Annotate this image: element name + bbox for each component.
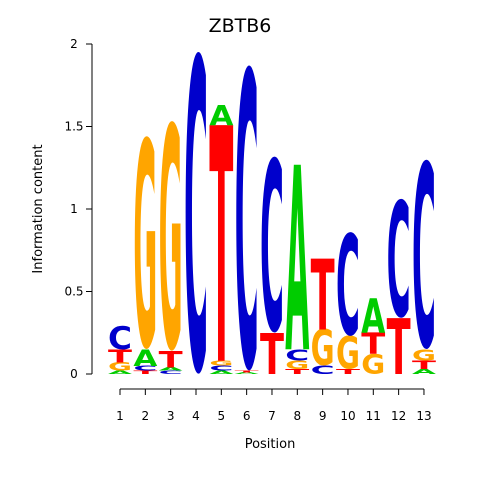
letter-A: A — [159, 367, 184, 372]
x-tick-label: 5 — [217, 409, 225, 423]
letter-C: C — [260, 115, 284, 385]
letter-stack: GTA — [361, 290, 385, 380]
y-tick-label: 1 — [70, 202, 78, 216]
letter-T: T — [235, 370, 259, 373]
letter-T: T — [387, 305, 411, 394]
letter-G: G — [108, 361, 132, 374]
letter-A: A — [285, 115, 309, 410]
x-tick-label: 9 — [319, 409, 327, 423]
letter-G: G — [159, 65, 183, 418]
x-tick-label: 3 — [167, 409, 175, 423]
letter-G: G — [285, 359, 309, 372]
letter-A: A — [209, 100, 233, 132]
letter-C: C — [285, 347, 309, 365]
letter-A: A — [235, 372, 259, 375]
letter-C: C — [159, 370, 183, 375]
x-tick-label: 6 — [243, 409, 251, 423]
letter-C: C — [184, 0, 208, 469]
x-tick-label: 11 — [366, 409, 381, 423]
y-axis: 0 0.5 1 1.5 2 — [64, 37, 93, 381]
letter-T: T — [361, 327, 385, 361]
letter-T: T — [133, 370, 157, 375]
letter-C: C — [412, 114, 436, 406]
x-tick-label: 8 — [293, 409, 301, 423]
letter-C: C — [209, 364, 233, 372]
y-axis-label: Information content — [31, 144, 46, 273]
letter-A: A — [209, 370, 234, 375]
x-tick-label: 13 — [416, 409, 431, 423]
letter-G: G — [133, 85, 157, 413]
y-tick-label: 0.5 — [64, 285, 83, 299]
letter-G: G — [412, 346, 436, 365]
x-axis: 1 2 3 4 5 6 7 8 9 10 11 12 13 — [116, 388, 432, 423]
letter-stack: TGC — [336, 206, 361, 379]
x-tick-label: 12 — [391, 409, 406, 423]
x-tick-label: 2 — [142, 409, 150, 423]
letter-G: G — [209, 359, 233, 367]
letter-T: T — [108, 346, 132, 367]
letter-T: T — [311, 240, 335, 353]
letter-G: G — [361, 349, 385, 380]
letter-C: C — [133, 364, 157, 372]
letter-stack: TC — [387, 170, 411, 393]
letter-T: T — [209, 63, 233, 438]
letter-T: T — [412, 359, 436, 372]
letter-stack: CGT — [311, 240, 335, 377]
letter-C: C — [336, 206, 360, 367]
letter-T: T — [336, 368, 361, 376]
letter-T: T — [285, 368, 310, 376]
letter-T: T — [260, 322, 284, 388]
letter-stack: TC — [260, 115, 284, 388]
x-tick-label: 7 — [268, 409, 276, 423]
x-tick-label: 10 — [340, 409, 355, 423]
y-tick-label: 0 — [70, 367, 78, 381]
y-tick-label: 1.5 — [64, 120, 83, 134]
letter-C: C — [108, 320, 132, 357]
y-axis-ticks: 0 0.5 1 1.5 2 — [64, 37, 92, 381]
letter-C: C — [235, 0, 259, 461]
chart-title: ZBTB6 — [209, 15, 272, 37]
letter-T: T — [159, 347, 183, 373]
letter-A: A — [361, 290, 385, 344]
x-axis-ticks: 1 2 3 4 5 6 7 8 9 10 11 12 13 — [116, 389, 432, 423]
letter-C: C — [311, 363, 335, 376]
letter-G: G — [311, 321, 335, 377]
x-tick-label: 1 — [116, 409, 124, 423]
letter-stack: ATC — [235, 0, 259, 461]
letter-A: A — [133, 346, 157, 372]
letter-A: A — [108, 370, 133, 375]
x-tick-label: 4 — [192, 409, 200, 423]
letter-G: G — [336, 327, 360, 379]
letter-A: A — [412, 368, 437, 376]
letter-C: C — [387, 170, 411, 353]
letter-stack: C — [184, 0, 208, 469]
y-tick-label: 2 — [70, 37, 78, 51]
x-axis-label: Position — [245, 437, 296, 452]
